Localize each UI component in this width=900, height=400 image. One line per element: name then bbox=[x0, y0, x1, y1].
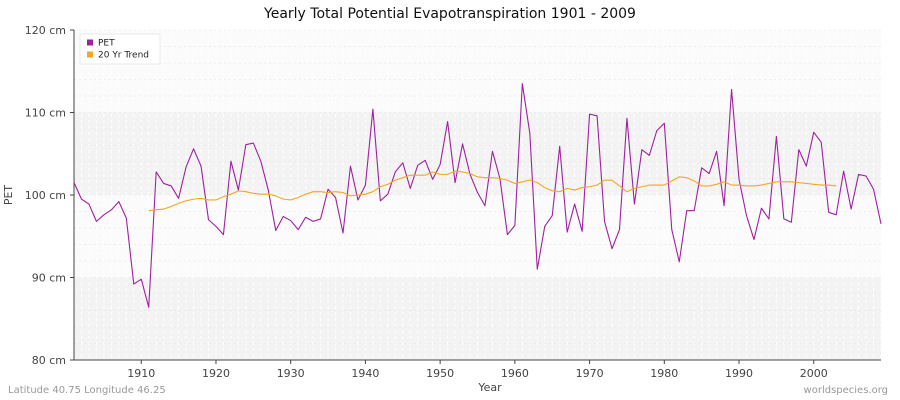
location-caption: Latitude 40.75 Longitude 46.25 bbox=[8, 385, 166, 396]
y-tick-label: 120 cm bbox=[25, 24, 66, 37]
series-lines bbox=[73, 83, 882, 308]
source-caption: worldspecies.org bbox=[803, 385, 888, 396]
axes bbox=[70, 29, 881, 364]
y-tick-label: 80 cm bbox=[32, 354, 66, 367]
x-tick-label: 1960 bbox=[501, 367, 529, 380]
y-tick-label: 100 cm bbox=[25, 189, 66, 202]
x-tick-label: 2000 bbox=[800, 367, 828, 380]
legend-label: 20 Yr Trend bbox=[98, 51, 149, 61]
y-tick-label: 90 cm bbox=[32, 272, 66, 285]
legend-swatch bbox=[87, 51, 93, 58]
x-tick-label: 1910 bbox=[127, 367, 155, 380]
legend-box bbox=[79, 33, 161, 65]
x-tick-label: 1930 bbox=[277, 367, 305, 380]
legend-swatch bbox=[87, 39, 93, 46]
y-axis-label: PET bbox=[2, 185, 15, 206]
x-tick-label: 1990 bbox=[725, 367, 753, 380]
pet-line bbox=[73, 83, 882, 308]
tick-labels: 80 cm 90 cm 100 cm 110 cm 120 cm 1910 1920 1930… bbox=[25, 24, 828, 380]
legend: PET 20 Yr Trend bbox=[79, 33, 161, 65]
chart-title: Yearly Total Potential Evapotranspiratio… bbox=[264, 6, 636, 22]
x-tick-label: 1950 bbox=[426, 367, 454, 380]
x-tick-label: 1970 bbox=[576, 367, 604, 380]
x-tick-label: 1980 bbox=[650, 367, 678, 380]
x-axis-label: Year bbox=[477, 381, 502, 394]
x-tick-label: 1940 bbox=[351, 367, 379, 380]
x-tick-label: 1920 bbox=[202, 367, 230, 380]
20-yr-trend-line bbox=[148, 170, 837, 212]
legend-label: PET bbox=[98, 39, 115, 49]
y-tick-label: 110 cm bbox=[25, 107, 66, 120]
